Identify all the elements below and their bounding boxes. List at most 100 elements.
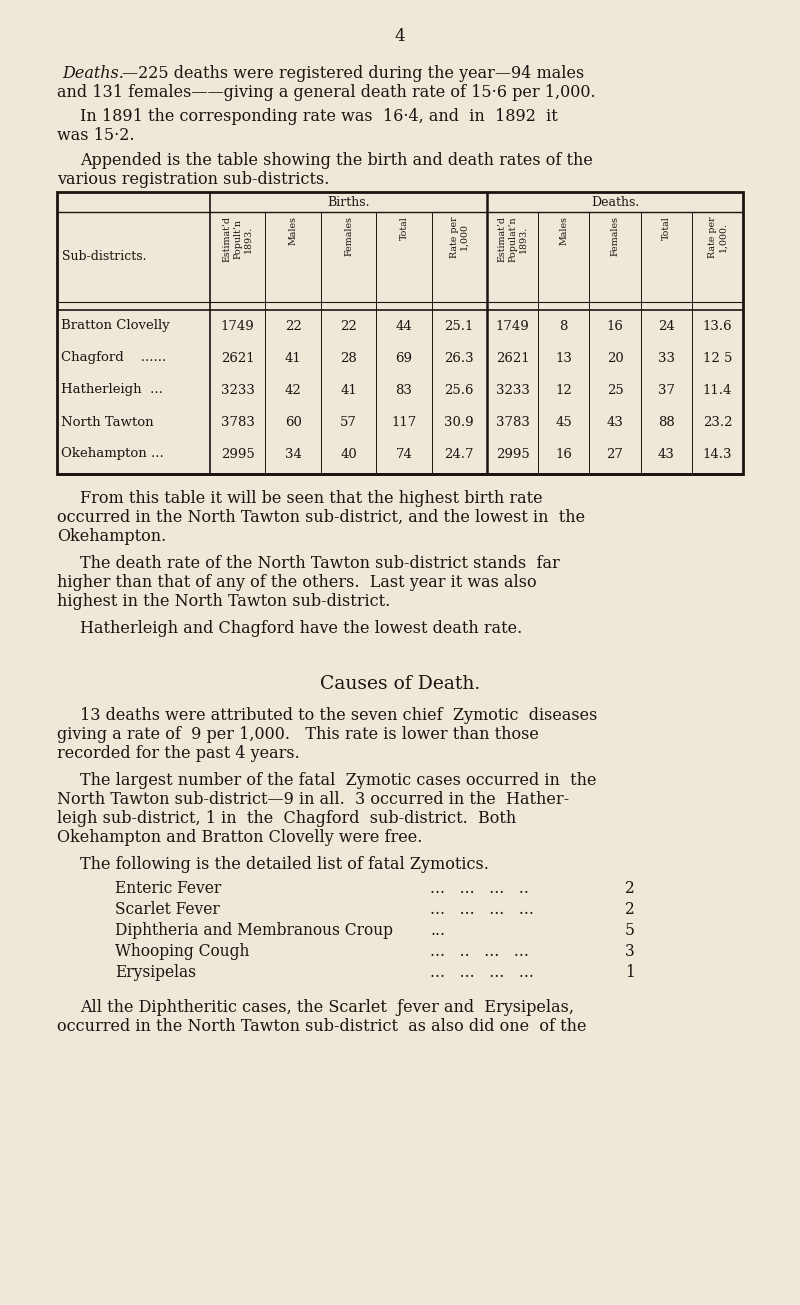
Text: 57: 57 xyxy=(340,415,357,428)
Text: Bratton Clovelly: Bratton Clovelly xyxy=(61,320,170,333)
Text: ...   ..   ...   ...: ... .. ... ... xyxy=(430,944,529,960)
Text: 13: 13 xyxy=(555,351,572,364)
Text: 74: 74 xyxy=(395,448,412,461)
Text: 2: 2 xyxy=(626,880,635,897)
Text: North Tawton sub-district—9 in all.  3 occurred in the  Hather-: North Tawton sub-district—9 in all. 3 oc… xyxy=(57,791,569,808)
Text: 40: 40 xyxy=(340,448,357,461)
Text: Rate per
1,000.: Rate per 1,000. xyxy=(708,217,727,257)
Text: 2995: 2995 xyxy=(221,448,254,461)
Text: Females: Females xyxy=(610,217,619,256)
Text: leigh sub-district, 1 in  the  Chagford  sub-district.  Both: leigh sub-district, 1 in the Chagford su… xyxy=(57,810,516,827)
Text: Males: Males xyxy=(289,217,298,245)
Text: 33: 33 xyxy=(658,351,674,364)
Text: The following is the detailed list of fatal Zymotics.: The following is the detailed list of fa… xyxy=(80,856,489,873)
Text: 5: 5 xyxy=(625,923,635,940)
Text: 42: 42 xyxy=(285,384,302,397)
Text: 37: 37 xyxy=(658,384,674,397)
Text: 24: 24 xyxy=(658,320,674,333)
Text: Total: Total xyxy=(662,217,670,240)
Text: various registration sub-districts.: various registration sub-districts. xyxy=(57,171,330,188)
Text: 12: 12 xyxy=(555,384,572,397)
Text: In 1891 the corresponding rate was  16·4, and  in  1892  it: In 1891 the corresponding rate was 16·4,… xyxy=(80,108,558,125)
Text: 3233: 3233 xyxy=(496,384,530,397)
Text: 3233: 3233 xyxy=(221,384,254,397)
Text: North Tawton: North Tawton xyxy=(61,415,154,428)
Text: 3783: 3783 xyxy=(221,415,254,428)
Text: 16: 16 xyxy=(555,448,572,461)
Text: Okehampton and Bratton Clovelly were free.: Okehampton and Bratton Clovelly were fre… xyxy=(57,829,422,846)
Text: Causes of Death.: Causes of Death. xyxy=(320,675,480,693)
Text: 2995: 2995 xyxy=(496,448,530,461)
Text: 8: 8 xyxy=(560,320,568,333)
Text: 2621: 2621 xyxy=(221,351,254,364)
Text: 24.7: 24.7 xyxy=(445,448,474,461)
Text: 16: 16 xyxy=(606,320,623,333)
Text: 25.1: 25.1 xyxy=(445,320,474,333)
Text: 2621: 2621 xyxy=(496,351,530,364)
Text: Hatherleigh  ...: Hatherleigh ... xyxy=(61,384,163,397)
Text: ...   ...   ...   ..: ... ... ... .. xyxy=(430,880,529,897)
Text: 1749: 1749 xyxy=(496,320,530,333)
Text: recorded for the past 4 years.: recorded for the past 4 years. xyxy=(57,745,300,762)
Text: Deaths.: Deaths. xyxy=(591,196,639,209)
Bar xyxy=(57,192,743,474)
Text: ...   ...   ...   ...: ... ... ... ... xyxy=(430,964,534,981)
Text: 13.6: 13.6 xyxy=(702,320,732,333)
Text: 25.6: 25.6 xyxy=(445,384,474,397)
Text: Estimat’d
Populat’n
1893.: Estimat’d Populat’n 1893. xyxy=(498,217,527,262)
Text: Females: Females xyxy=(344,217,353,256)
Text: 25: 25 xyxy=(606,384,623,397)
Text: Diphtheria and Membranous Croup: Diphtheria and Membranous Croup xyxy=(115,923,393,940)
Text: Chagford    ......: Chagford ...... xyxy=(61,351,166,364)
Text: Okehampton.: Okehampton. xyxy=(57,529,166,545)
Text: Whooping Cough: Whooping Cough xyxy=(115,944,250,960)
Text: 69: 69 xyxy=(395,351,413,364)
Text: highest in the North Tawton sub-district.: highest in the North Tawton sub-district… xyxy=(57,592,390,609)
Text: 13 deaths were attributed to the seven chief  Zymotic  diseases: 13 deaths were attributed to the seven c… xyxy=(80,707,598,724)
Text: higher than that of any of the others.  Last year it was also: higher than that of any of the others. L… xyxy=(57,574,537,591)
Text: From this table it will be seen that the highest birth rate: From this table it will be seen that the… xyxy=(80,489,542,508)
Text: Males: Males xyxy=(559,217,568,245)
Text: 44: 44 xyxy=(395,320,412,333)
Text: 28: 28 xyxy=(340,351,357,364)
Text: 43: 43 xyxy=(606,415,623,428)
Text: 41: 41 xyxy=(285,351,302,364)
Text: and 131 females——giving a general death rate of 15·6 per 1,000.: and 131 females——giving a general death … xyxy=(57,84,596,100)
Text: The largest number of the fatal  Zymotic cases occurred in  the: The largest number of the fatal Zymotic … xyxy=(80,773,597,790)
Text: The death rate of the North Tawton sub-district stands  far: The death rate of the North Tawton sub-d… xyxy=(80,555,560,572)
Text: 43: 43 xyxy=(658,448,674,461)
Text: 26.3: 26.3 xyxy=(445,351,474,364)
Text: Appended is the table showing the birth and death rates of the: Appended is the table showing the birth … xyxy=(80,151,593,170)
Text: ...   ...   ...   ...: ... ... ... ... xyxy=(430,900,534,917)
Text: 20: 20 xyxy=(606,351,623,364)
Text: 41: 41 xyxy=(340,384,357,397)
Text: 4: 4 xyxy=(394,27,406,44)
Text: 1749: 1749 xyxy=(221,320,254,333)
Text: 83: 83 xyxy=(395,384,412,397)
Text: occurred in the North Tawton sub-district  as also did one  of the: occurred in the North Tawton sub-distric… xyxy=(57,1018,586,1035)
Text: 117: 117 xyxy=(391,415,417,428)
Text: Enteric Fever: Enteric Fever xyxy=(115,880,222,897)
Text: 34: 34 xyxy=(285,448,302,461)
Text: Okehampton ...: Okehampton ... xyxy=(61,448,164,461)
Text: Scarlet Fever: Scarlet Fever xyxy=(115,900,220,917)
Text: 3: 3 xyxy=(626,944,635,960)
Text: 45: 45 xyxy=(555,415,572,428)
Text: Estimat’d
Popult’n
1893.: Estimat’d Popult’n 1893. xyxy=(222,217,253,262)
Text: 2: 2 xyxy=(626,900,635,917)
Text: 88: 88 xyxy=(658,415,674,428)
Text: Deaths.: Deaths. xyxy=(62,65,124,82)
Text: occurred in the North Tawton sub-district, and the lowest in  the: occurred in the North Tawton sub-distric… xyxy=(57,509,585,526)
Text: Births.: Births. xyxy=(327,196,370,209)
Text: 14.3: 14.3 xyxy=(702,448,732,461)
Text: Rate per
1,000: Rate per 1,000 xyxy=(450,217,469,257)
Text: 3783: 3783 xyxy=(496,415,530,428)
Text: 60: 60 xyxy=(285,415,302,428)
Text: —225 deaths were registered during the year—94 males: —225 deaths were registered during the y… xyxy=(122,65,584,82)
Text: ...: ... xyxy=(430,923,445,940)
Text: Total: Total xyxy=(399,217,408,240)
Text: 23.2: 23.2 xyxy=(702,415,732,428)
Text: 1: 1 xyxy=(626,964,635,981)
Text: Hatherleigh and Chagford have the lowest death rate.: Hatherleigh and Chagford have the lowest… xyxy=(80,620,522,637)
Text: giving a rate of  9 per 1,000.   This rate is lower than those: giving a rate of 9 per 1,000. This rate … xyxy=(57,726,539,743)
